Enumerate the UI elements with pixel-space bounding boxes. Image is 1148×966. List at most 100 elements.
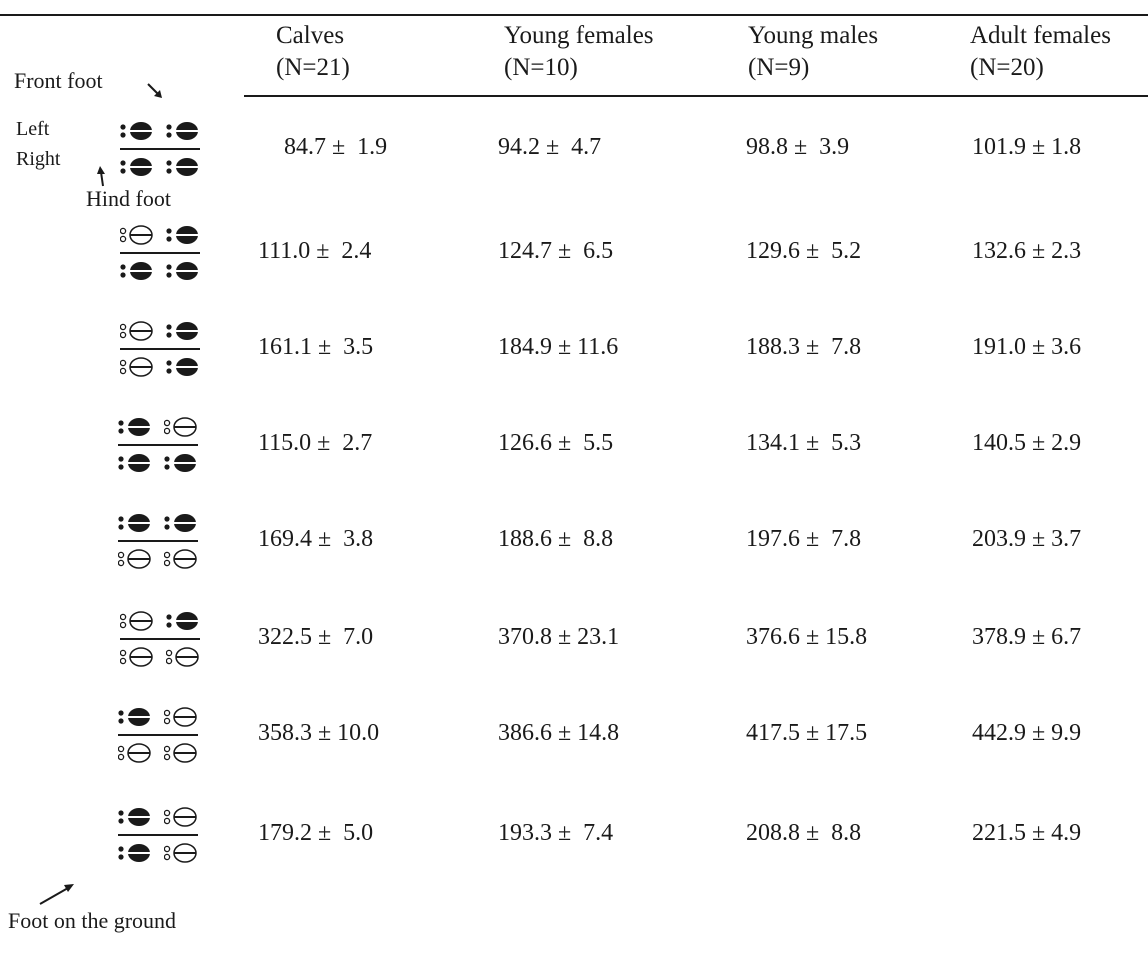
column-count: (N=9) <box>748 54 810 81</box>
foot-lifted-icon <box>164 843 197 863</box>
foot-on-ground-icon <box>120 262 152 280</box>
column-header-young-females: Young females (N=10) <box>504 20 654 84</box>
foot-on-ground-icon <box>118 808 150 826</box>
pattern-divider <box>118 540 198 542</box>
pattern-divider <box>118 444 198 446</box>
foot-on-ground-icon <box>166 322 198 340</box>
table-cell: 188.3 ± 7.8 <box>746 334 862 360</box>
foot-lifted-icon <box>120 321 153 341</box>
footfall-pattern <box>118 510 198 572</box>
column-count: (N=10) <box>504 54 578 81</box>
table-cell: 94.2 ± 4.7 <box>498 134 602 160</box>
table-cell: 124.7 ± 6.5 <box>498 238 614 264</box>
foot-lifted-icon <box>164 549 197 569</box>
foot-on-ground-label: Foot on the ground <box>8 908 177 933</box>
table-cell: 193.3 ± 7.4 <box>498 820 614 846</box>
pattern-divider <box>120 252 200 254</box>
table-top-rule <box>0 14 1148 16</box>
foot-on-ground-icon <box>166 612 198 630</box>
foot-lifted-icon <box>164 743 197 763</box>
table-cell: 386.6 ± 14.8 <box>498 720 620 746</box>
hind-foot-arrow-icon <box>97 166 105 187</box>
column-header-adult-females: Adult females (N=20) <box>970 20 1111 84</box>
foot-lifted-icon <box>118 743 151 763</box>
footfall-pattern <box>120 608 200 670</box>
foot-on-ground-icon <box>166 358 198 376</box>
table-cell: 378.9 ± 6.7 <box>972 624 1082 650</box>
header-rule <box>244 95 1148 97</box>
column-header-young-males: Young males (N=9) <box>748 20 878 84</box>
table-cell: 221.5 ± 4.9 <box>972 820 1082 846</box>
table-cell: 203.9 ± 3.7 <box>972 526 1082 552</box>
table-cell: 179.2 ± 5.0 <box>258 820 374 846</box>
column-name: Adult females <box>970 22 1111 49</box>
foot-on-ground-icon <box>118 418 150 436</box>
table-cell: 140.5 ± 2.9 <box>972 430 1082 456</box>
column-name: Young males <box>748 22 879 49</box>
column-name: Young females <box>504 22 654 49</box>
right-label: Right <box>16 148 61 170</box>
foot-lifted-icon <box>120 225 153 245</box>
table-cell: 129.6 ± 5.2 <box>746 238 862 264</box>
foot-on-ground-icon <box>120 158 152 176</box>
table-cell: 184.9 ± 11.6 <box>498 334 619 360</box>
table-cell: 98.8 ± 3.9 <box>746 134 850 160</box>
left-label: Left <box>16 118 50 140</box>
footfall-pattern <box>120 222 200 284</box>
foot-on-ground-icon <box>118 454 150 472</box>
column-count: (N=20) <box>970 54 1044 81</box>
foot-on-ground-icon <box>166 262 198 280</box>
column-header-calves: Calves (N=21) <box>276 20 350 84</box>
foot-lifted-icon <box>166 647 199 667</box>
front-foot-label: Front foot <box>14 68 103 93</box>
foot-lifted-icon <box>118 549 151 569</box>
table-cell: 101.9 ± 1.8 <box>972 134 1082 160</box>
foot-on-ground-icon <box>166 226 198 244</box>
table-cell: 358.3 ± 10.0 <box>258 720 380 746</box>
column-count: (N=21) <box>276 54 350 81</box>
column-name: Calves <box>276 22 345 49</box>
foot-lifted-icon <box>120 647 153 667</box>
table-cell: 442.9 ± 9.9 <box>972 720 1082 746</box>
hind-foot-label: Hind foot <box>86 186 171 211</box>
table-cell: 370.8 ± 23.1 <box>498 624 620 650</box>
footfall-pattern <box>120 118 200 180</box>
table-cell: 376.6 ± 15.8 <box>746 624 868 650</box>
footfall-pattern <box>118 804 198 866</box>
foot-on-ground-arrow-icon <box>39 884 74 905</box>
table-cell: 84.7 ± 1.9 <box>284 134 388 160</box>
foot-on-ground-icon <box>166 158 198 176</box>
footfall-pattern <box>120 318 200 380</box>
pattern-divider <box>120 148 200 150</box>
table-cell: 191.0 ± 3.6 <box>972 334 1082 360</box>
pattern-divider <box>120 348 200 350</box>
foot-lifted-icon <box>120 357 153 377</box>
front-foot-arrow-icon <box>147 83 162 98</box>
table-cell: 417.5 ± 17.5 <box>746 720 868 746</box>
table-cell: 208.8 ± 8.8 <box>746 820 862 846</box>
foot-lifted-icon <box>120 611 153 631</box>
pattern-divider <box>120 638 200 640</box>
pattern-divider <box>118 834 198 836</box>
table-cell: 322.5 ± 7.0 <box>258 624 374 650</box>
foot-on-ground-icon <box>166 122 198 140</box>
foot-lifted-icon <box>164 417 197 437</box>
table-cell: 126.6 ± 5.5 <box>498 430 614 456</box>
table-cell: 197.6 ± 7.8 <box>746 526 862 552</box>
foot-lifted-icon <box>164 807 197 827</box>
table-cell: 111.0 ± 2.4 <box>258 238 372 264</box>
foot-on-ground-icon <box>120 122 152 140</box>
table-cell: 132.6 ± 2.3 <box>972 238 1082 264</box>
table-cell: 161.1 ± 3.5 <box>258 334 374 360</box>
foot-lifted-icon <box>164 707 197 727</box>
footfall-pattern <box>118 704 198 766</box>
table-cell: 188.6 ± 8.8 <box>498 526 614 552</box>
footfall-pattern <box>118 414 198 476</box>
foot-on-ground-icon <box>118 844 150 862</box>
foot-on-ground-icon <box>164 514 196 532</box>
table-cell: 115.0 ± 2.7 <box>258 430 373 456</box>
table-cell: 169.4 ± 3.8 <box>258 526 374 552</box>
foot-on-ground-icon <box>118 514 150 532</box>
foot-on-ground-icon <box>164 454 196 472</box>
table-cell: 134.1 ± 5.3 <box>746 430 862 456</box>
